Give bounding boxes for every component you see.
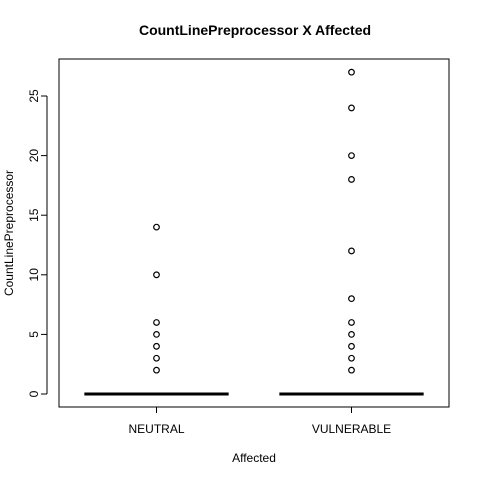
- outlier-point: [348, 331, 355, 338]
- outlier-point: [348, 354, 355, 362]
- outlier-point: [153, 223, 160, 231]
- y-tick-label: 5: [27, 331, 41, 338]
- box-series: [84, 68, 424, 396]
- y-tick-label: 0: [27, 390, 41, 397]
- outlier-point: [153, 271, 160, 279]
- y-tick-label: 20: [27, 149, 41, 163]
- x-axis: NEUTRAL VULNERABLE: [128, 406, 391, 436]
- y-tick-label: 15: [27, 208, 41, 222]
- outlier-point: [153, 366, 160, 374]
- y-axis: 0 5 10 15 20 25: [27, 89, 48, 397]
- chart-title: CountLinePreprocessor X Affected: [139, 22, 371, 38]
- x-axis-label: Affected: [232, 451, 276, 465]
- outlier-point: [348, 176, 355, 183]
- outlier-point: [348, 295, 355, 303]
- outlier-point: [153, 354, 160, 362]
- x-tick-label: NEUTRAL: [128, 422, 184, 436]
- outlier-point: [348, 68, 355, 76]
- outlier-point: [348, 319, 355, 326]
- outlier-point: [153, 342, 160, 350]
- box-group-vulnerable: [279, 68, 424, 396]
- box-group-neutral: [84, 223, 229, 396]
- y-tick-label: 25: [27, 89, 41, 103]
- outlier-point: [348, 342, 355, 350]
- outlier-point: [348, 366, 355, 374]
- x-tick-label: VULNERABLE: [312, 422, 391, 436]
- outlier-point: [153, 319, 160, 326]
- outlier-point: [153, 331, 160, 338]
- outlier-point: [348, 247, 355, 255]
- y-axis-label: CountLinePreprocessor: [2, 170, 16, 296]
- outlier-point: [348, 152, 355, 160]
- y-tick-label: 10: [27, 268, 41, 282]
- outlier-point: [348, 104, 355, 112]
